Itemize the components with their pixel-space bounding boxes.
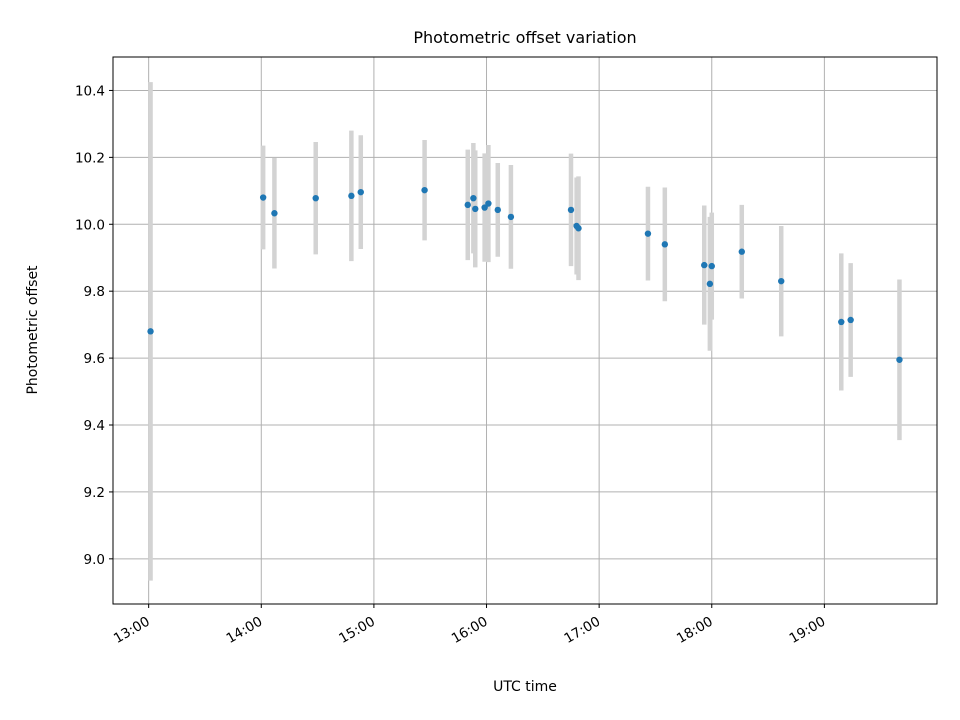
data-point — [259, 194, 267, 201]
y-tick-label: 9.4 — [84, 418, 105, 434]
y-axis-label: Photometric offset — [25, 265, 41, 395]
data-point — [472, 205, 479, 213]
y-tick-label: 10.0 — [75, 217, 105, 233]
data-point — [706, 280, 714, 288]
data-point — [494, 206, 501, 214]
ticks: 9.0 9.2 9.4 9.6 9.8 10.0 10.2 10.4 13:00 14:00 15:… — [75, 83, 828, 646]
data-point — [485, 200, 492, 207]
y-tick-label: 9.2 — [84, 485, 105, 501]
data-point — [575, 225, 582, 232]
x-tick-label: 16:00 — [449, 614, 491, 647]
data-point — [348, 192, 355, 200]
plot-frame — [112, 56, 938, 605]
x-tick-label: 14:00 — [224, 614, 266, 647]
data-point — [708, 262, 715, 270]
data-points — [147, 186, 903, 363]
data-point — [312, 194, 319, 202]
data-point — [421, 186, 428, 194]
data-point — [470, 194, 477, 202]
data-point — [357, 188, 364, 196]
data-point — [896, 356, 903, 363]
data-point — [147, 328, 154, 335]
x-axis-label: UTC time — [493, 679, 557, 695]
data-point — [507, 213, 515, 221]
y-tick-label: 9.0 — [84, 552, 105, 568]
chart-title: Photometric offset variation — [413, 28, 636, 47]
data-point — [847, 316, 854, 324]
data-point — [567, 206, 575, 214]
x-tick-label: 19:00 — [787, 614, 829, 647]
y-tick-label: 10.2 — [75, 150, 105, 166]
data-point — [481, 204, 488, 211]
y-tick-label: 9.6 — [84, 351, 105, 367]
data-point — [661, 241, 669, 248]
data-point — [838, 318, 845, 326]
x-tick-label: 13:00 — [111, 614, 153, 647]
y-tick-label: 10.4 — [75, 83, 105, 99]
y-tick-label: 9.8 — [84, 284, 105, 300]
data-point — [738, 248, 745, 255]
data-point — [701, 261, 708, 269]
grid — [113, 57, 937, 604]
x-tick-label: 15:00 — [336, 614, 378, 647]
x-tick-label: 17:00 — [561, 614, 603, 647]
data-point — [778, 277, 785, 285]
data-point — [644, 230, 652, 237]
error-bars — [148, 82, 902, 581]
data-point — [464, 201, 471, 209]
data-point — [271, 210, 278, 217]
x-tick-label: 18:00 — [674, 614, 716, 647]
